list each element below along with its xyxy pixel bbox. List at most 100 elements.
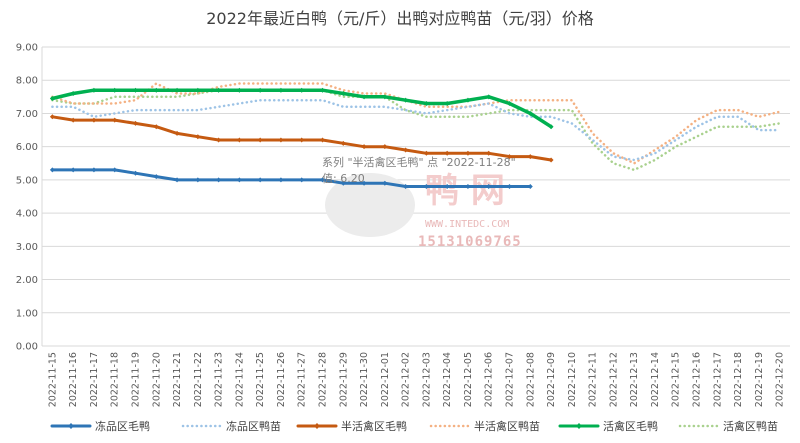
data-point-marker	[299, 177, 305, 183]
data-point-marker	[382, 180, 388, 186]
data-point-marker	[340, 140, 346, 146]
x-tick-label: 2022-12-14	[650, 352, 661, 407]
y-tick-label: 5.00	[16, 175, 38, 186]
data-point-marker	[236, 137, 242, 143]
data-point-marker	[216, 87, 222, 93]
legend-marker	[576, 423, 582, 429]
data-point-marker	[216, 137, 222, 143]
data-point-marker	[91, 87, 97, 93]
data-point-marker	[486, 184, 492, 190]
x-tick-label: 2022-12-17	[712, 352, 723, 407]
chart-title: 2022年最近白鸭（元/斤）出鸭对应鸭苗（元/羽）价格	[206, 9, 594, 28]
x-tick-label: 2022-11-27	[297, 352, 308, 407]
y-tick-label: 4.00	[16, 209, 38, 220]
data-point-marker	[70, 117, 76, 123]
data-point-marker	[486, 94, 492, 100]
data-point-marker	[278, 177, 284, 183]
data-point-marker	[403, 147, 409, 153]
data-point-marker	[133, 170, 138, 176]
x-tick-label: 2022-12-03	[421, 352, 432, 407]
x-tick-label: 2022-12-01	[380, 352, 391, 407]
data-point-marker	[195, 134, 201, 140]
tooltip-line-2: 值: 6.20	[322, 172, 365, 185]
data-point-marker	[91, 117, 97, 123]
data-point-marker	[444, 184, 450, 190]
y-axis: 0.00 1.00 2.00 3.00 4.00 5.00 6.00 7.00 8.00 9.00	[16, 43, 38, 353]
x-tick-label: 2022-11-28	[318, 352, 329, 407]
data-point-marker	[174, 130, 180, 136]
legend-marker	[314, 423, 320, 429]
data-point-marker	[320, 177, 325, 183]
x-tick-label: 2022-12-15	[671, 352, 682, 407]
x-tick-label: 2022-11-20	[151, 352, 162, 407]
data-point-marker	[195, 87, 201, 93]
data-point-marker	[507, 154, 512, 160]
x-tick-label: 2022-12-18	[733, 352, 744, 407]
legend-label: 活禽区毛鸭	[603, 419, 658, 433]
x-tick-label: 2022-11-21	[172, 352, 183, 407]
x-tick-label: 2022-11-26	[276, 352, 287, 407]
data-point-marker	[257, 87, 263, 93]
data-point-marker	[278, 87, 284, 93]
y-tick-label: 1.00	[16, 308, 38, 319]
data-point-marker	[278, 137, 284, 143]
data-point-marker	[382, 144, 388, 150]
data-point-marker	[382, 94, 388, 100]
data-point-marker	[340, 180, 346, 186]
data-point-marker	[133, 87, 138, 93]
x-tick-label: 2022-11-22	[193, 352, 204, 407]
x-tick-label: 2022-11-23	[214, 352, 225, 407]
data-point-marker	[340, 91, 346, 97]
x-tick-label: 2022-12-05	[463, 352, 474, 407]
data-point-marker	[361, 94, 367, 100]
watermark-phone: 15131069765	[418, 234, 522, 250]
x-tick-label: 2022-11-30	[359, 352, 370, 407]
data-point-marker	[257, 177, 263, 183]
legend-label: 半活禽区鸭苗	[474, 419, 540, 433]
x-tick-label: 2022-12-09	[546, 352, 557, 407]
data-point-marker	[507, 184, 512, 190]
data-point-marker	[133, 120, 138, 126]
data-point-marker	[403, 184, 409, 190]
x-tick-label: 2022-12-06	[484, 352, 495, 407]
series-group	[49, 82, 781, 190]
y-tick-label: 9.00	[16, 43, 38, 54]
data-point-marker	[112, 87, 118, 93]
data-point-marker	[236, 177, 242, 183]
x-tick-label: 2022-12-13	[629, 352, 640, 407]
legend-label: 半活禽区毛鸭	[341, 419, 407, 433]
x-tick-label: 2022-12-07	[505, 352, 516, 407]
x-tick-label: 2022-12-19	[754, 352, 765, 407]
data-point-marker	[70, 91, 76, 97]
x-tick-label: 2022-12-11	[588, 352, 599, 407]
legend-marker	[68, 423, 74, 429]
data-point-marker	[112, 117, 118, 123]
data-point-marker	[465, 184, 471, 190]
data-point-marker	[361, 144, 367, 150]
data-point-marker	[195, 177, 201, 183]
data-point-marker	[257, 137, 263, 143]
data-point-marker	[444, 150, 450, 156]
data-point-marker	[403, 97, 409, 103]
legend-label: 活禽区鸭苗	[723, 419, 778, 433]
x-tick-label: 2022-11-24	[234, 352, 245, 407]
series-line	[51, 88, 781, 172]
x-tick-label: 2022-11-19	[131, 352, 142, 407]
data-point-marker	[216, 177, 222, 183]
x-tick-label: 2022-11-29	[338, 352, 349, 407]
gridlines	[41, 46, 790, 347]
data-point-marker	[153, 124, 159, 130]
data-point-marker	[174, 87, 180, 93]
data-point-marker	[153, 174, 159, 180]
data-point-marker	[70, 167, 76, 173]
watermark: 鸭 网 WWW.INTEDC.COM 15131069765	[325, 171, 522, 250]
data-point-marker	[465, 150, 471, 156]
data-point-marker	[444, 100, 450, 106]
watermark-brand: 鸭 网	[425, 171, 505, 211]
data-point-marker	[527, 110, 533, 116]
data-point-marker	[361, 180, 367, 186]
y-tick-label: 3.00	[16, 242, 38, 253]
x-tick-label: 2022-12-16	[692, 352, 703, 407]
data-point-marker	[423, 150, 429, 156]
